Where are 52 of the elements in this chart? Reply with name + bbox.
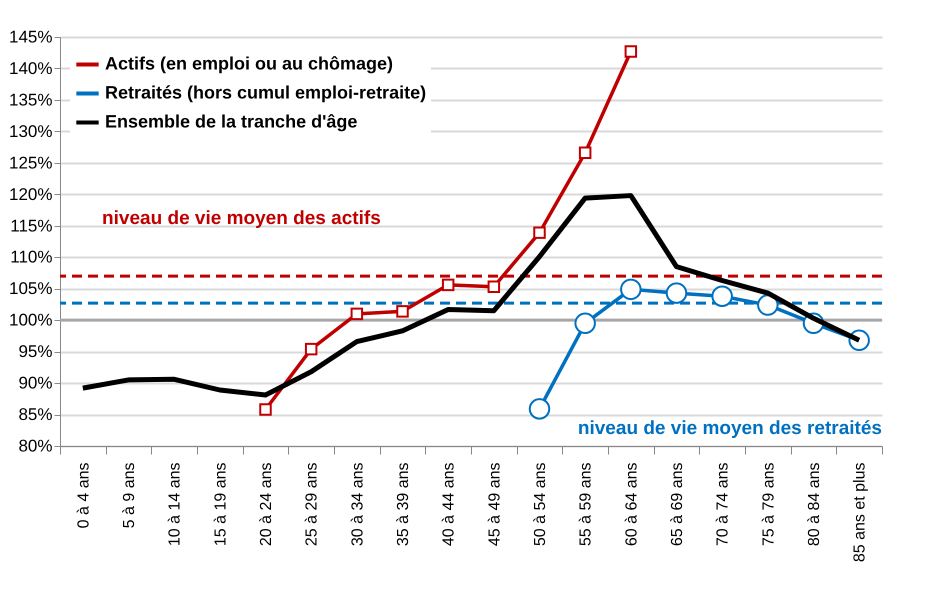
x-tick-label: 30 à 34 ans [349, 462, 366, 546]
point [711, 286, 733, 307]
x-tick-label: 0 à 4 ans [75, 462, 92, 528]
x-tick-label: 65 à 69 ans [669, 462, 686, 546]
x-tick-label: 85 ans et plus [852, 462, 869, 562]
y-tick-label: 130% [9, 122, 52, 141]
legend-label: Actifs (en emploi ou au chômage) [105, 54, 394, 74]
legend-label: Ensemble de la tranche d'âge [105, 112, 358, 132]
ref-line-label: niveau de vie moyen des retraités [578, 418, 882, 440]
x-tick-label: 80 à 84 ans [806, 462, 823, 546]
point [350, 308, 364, 320]
y-tick-label: 105% [9, 279, 52, 298]
y-tick-label: 90% [18, 374, 52, 393]
point [757, 294, 779, 316]
x-tick-label: 55 à 59 ans [578, 462, 595, 546]
point [578, 146, 592, 160]
y-tick-label: 80% [18, 436, 52, 456]
point [259, 403, 272, 416]
y-tick-label: 115% [10, 216, 52, 236]
y-tick-label: 85% [18, 405, 52, 424]
point [528, 398, 550, 420]
x-tick-label: 35 à 39 ans [395, 462, 412, 546]
point [624, 45, 638, 58]
y-tick-label: 125% [9, 153, 52, 172]
point [533, 226, 546, 239]
ref-line-label: niveau de vie moyen des actifs [102, 208, 381, 230]
x-tick-label: 25 à 29 ans [304, 462, 321, 546]
point [304, 342, 318, 356]
x-tick-label: 40 à 44 ans [440, 462, 458, 546]
y-tick-label: 140% [9, 58, 52, 78]
y-tick-label: 110% [10, 248, 52, 267]
point [666, 282, 688, 304]
y-tick-label: 145% [9, 28, 52, 46]
x-tick-label: 15 à 19 ans [212, 462, 230, 546]
point [488, 280, 500, 294]
y-tick-label: 100% [9, 310, 52, 330]
x-tick-label: 75 à 79 ans [760, 462, 778, 546]
point [442, 278, 454, 292]
y-tick-label: 135% [9, 90, 52, 110]
point [396, 305, 409, 318]
x-tick-label: 5 à 9 ans [121, 462, 138, 528]
legend-label: Retraités (hors cumul emploi-retraite) [105, 82, 426, 102]
y-tick-label: 95% [18, 342, 52, 362]
x-tick-label: 60 à 64 ans [623, 462, 640, 546]
point [574, 312, 596, 334]
y-tick-label: 120% [9, 184, 52, 204]
point [620, 278, 642, 300]
x-tick-label: 50 à 54 ans [532, 462, 549, 546]
x-tick-label: 20 à 24 ans [258, 462, 275, 546]
x-tick-label: 10 à 14 ans [166, 462, 184, 546]
x-tick-label: 70 à 74 ans [714, 462, 732, 546]
x-tick-label: 45 à 49 ans [486, 462, 504, 546]
